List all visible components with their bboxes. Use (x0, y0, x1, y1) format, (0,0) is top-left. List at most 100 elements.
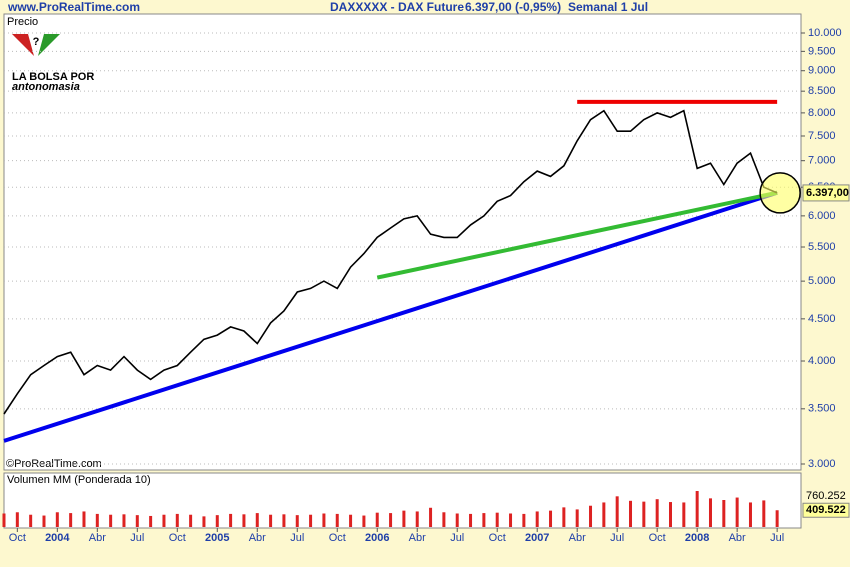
volume-bar (389, 513, 393, 527)
quote: 6.397,00 (-0,95%) (465, 0, 561, 14)
volume-bar (109, 514, 113, 527)
trend-line (376, 190, 778, 280)
volume-bar (775, 510, 779, 527)
volume-bar (15, 512, 19, 527)
volume-bar (442, 512, 446, 527)
x-tick-label: Oct (329, 532, 346, 544)
x-tick-label: Jul (290, 532, 304, 544)
y-tick-label: 4.500 (808, 313, 836, 325)
volume-bar (202, 516, 206, 527)
x-tick-label: Jul (770, 532, 784, 544)
volume-bar (362, 515, 366, 527)
x-tick-label: Oct (649, 532, 666, 544)
copyright: ©ProRealTime.com (6, 458, 102, 470)
x-tick-label: Oct (9, 532, 26, 544)
x-tick-label: Jul (610, 532, 624, 544)
x-tick-label: Oct (169, 532, 186, 544)
volume-bar (762, 500, 766, 527)
volume-bar (642, 501, 646, 527)
volume-title: Volumen MM (Ponderada 10) (7, 474, 151, 486)
volume-bar (335, 513, 339, 527)
volume-bar (415, 511, 419, 527)
volume-bar (162, 514, 166, 527)
volume-bar (69, 513, 73, 527)
volume-bar (295, 515, 299, 527)
volume-bar (29, 514, 33, 527)
volume-bar (309, 514, 313, 527)
volume-bar (509, 513, 513, 527)
x-tick-label: 2008 (685, 532, 709, 544)
volume-bar (722, 500, 726, 527)
y-tick-label: 5.500 (808, 241, 836, 253)
x-tick-label: 2004 (45, 532, 70, 544)
price-line (3, 109, 778, 415)
volume-bar (735, 497, 739, 527)
volume-bar (535, 511, 539, 527)
volume-bar (655, 499, 659, 527)
volume-bar (229, 513, 233, 527)
last-price-box (802, 184, 850, 202)
volume-bar (149, 515, 153, 527)
x-tick-label: Abr (409, 532, 426, 544)
x-tick-label: Oct (489, 532, 506, 544)
volume-bar (322, 513, 326, 527)
volume-bar (575, 509, 579, 527)
x-tick-label: Jul (130, 532, 144, 544)
volume-bar (589, 505, 593, 527)
volume-bar (469, 513, 473, 527)
logo-line2: antonomasia (12, 81, 80, 93)
volume-bar (55, 512, 59, 527)
price-panel (3, 13, 802, 471)
volume-last-label: 409.522 (806, 504, 846, 516)
x-tick-label: 2006 (365, 532, 389, 544)
volume-bar (122, 514, 126, 527)
volume-bar (615, 496, 619, 527)
volume-bar (495, 512, 499, 527)
y-tick-label: 9.500 (808, 45, 836, 57)
y-tick-label: 6.000 (808, 210, 836, 222)
x-tick-label: Abr (89, 532, 106, 544)
volume-bar (349, 514, 353, 527)
panel-title: Precio (7, 16, 38, 28)
volume-bar (282, 514, 286, 527)
x-tick-label: Abr (569, 532, 586, 544)
trend-line (3, 190, 778, 443)
volume-bar (255, 513, 259, 527)
volume-bar (748, 502, 752, 527)
x-tick-label: Abr (249, 532, 266, 544)
y-tick-label: 10.000 (808, 27, 842, 39)
y-tick-label: 8.000 (808, 107, 836, 119)
y-tick-label: 7.500 (808, 130, 836, 142)
volume-bar (2, 513, 6, 527)
volume-bar (562, 507, 566, 527)
logo: ? (12, 34, 60, 56)
volume-bar (669, 502, 672, 527)
volume-bar (455, 513, 459, 527)
volume-bar (175, 513, 179, 527)
x-tick-label: Jul (450, 532, 464, 544)
last-price-label: 6.397,00 (806, 187, 849, 199)
volume-last-box (802, 502, 850, 518)
volume-bar (682, 502, 686, 527)
volume-bar (215, 515, 219, 527)
volume-bar (602, 502, 606, 527)
site: www.ProRealTime.com (7, 0, 140, 14)
volume-bar (402, 510, 406, 527)
x-tick-label: 2005 (205, 532, 229, 544)
volume-bar (95, 513, 99, 527)
x-tick-label: 2007 (525, 532, 549, 544)
volume-bar (708, 498, 712, 527)
y-tick-label: 5.000 (808, 275, 836, 287)
volume-bar (629, 500, 633, 527)
volume-bar (375, 512, 379, 527)
volume-bar (429, 507, 433, 527)
y-tick-label: 4.000 (808, 355, 836, 367)
volume-bar (82, 511, 86, 527)
period: Semanal 1 Jul (568, 0, 648, 14)
volume-bar (189, 514, 193, 527)
svg-text:?: ? (33, 36, 40, 48)
y-tick-label: 3.500 (808, 403, 836, 415)
y-tick-label: 7.000 (808, 155, 836, 167)
volume-bar (549, 510, 553, 527)
